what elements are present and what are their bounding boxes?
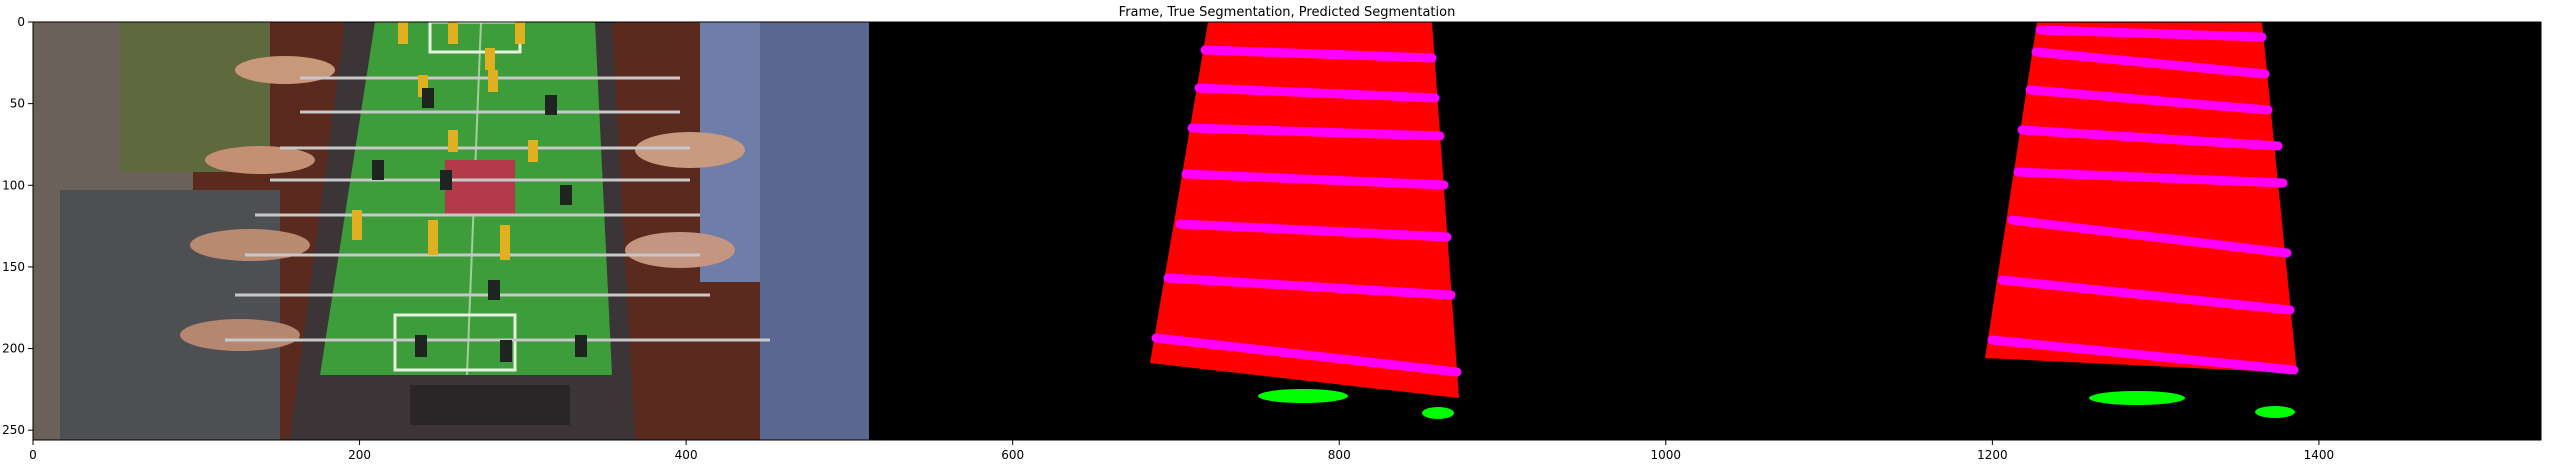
plot-area — [32, 21, 2542, 441]
frame-arm-left-3 — [190, 229, 310, 261]
true-seg-table-region — [1150, 22, 1459, 398]
frame-panel — [33, 22, 869, 440]
frame-table-goal-bottom — [393, 313, 517, 372]
x-tick-label: 1400 — [2304, 448, 2335, 462]
true-seg-rods — [1151, 45, 1462, 377]
y-tick-label: 150 — [2, 260, 25, 274]
x-tick-label: 1000 — [1651, 448, 1682, 462]
pred-seg-rods — [1987, 25, 2299, 375]
frame-arm-left-2 — [205, 146, 315, 174]
true-segmentation-panel — [869, 22, 1705, 440]
x-tick-label: 1200 — [1977, 448, 2008, 462]
frame-handles — [410, 385, 570, 425]
y-axis: 0 50 100 150 200 250 — [2, 15, 33, 437]
x-tick-label: 200 — [348, 448, 371, 462]
frame-players-yellow — [352, 22, 538, 260]
y-tick-label: 250 — [2, 423, 25, 437]
x-tick-label: 600 — [1001, 448, 1024, 462]
y-tick-label: 200 — [2, 342, 25, 356]
frame-table-center-logo — [445, 160, 515, 215]
frame-arm-right-2 — [625, 232, 735, 268]
x-tick-label: 800 — [1328, 448, 1351, 462]
axes-frame — [32, 21, 2542, 441]
frame-arm-left-4 — [180, 319, 300, 351]
x-axis: 0 200 400 600 800 1000 1200 1400 — [29, 440, 2334, 462]
frame-arm-left-1 — [235, 56, 335, 84]
frame-person-right-lower — [760, 22, 869, 440]
y-tick-label: 0 — [17, 15, 25, 29]
y-tick-label: 50 — [10, 97, 25, 111]
y-tick-label: 100 — [2, 178, 25, 192]
x-tick-label: 400 — [675, 448, 698, 462]
frame-person-left-lower — [60, 190, 280, 440]
frame-arm-right-1 — [635, 132, 745, 168]
x-tick-label: 0 — [29, 448, 37, 462]
predicted-segmentation-panel — [1705, 22, 2541, 440]
pred-seg-ball-class — [2089, 391, 2295, 418]
frame-rods — [225, 76, 770, 342]
true-seg-ball-class — [1258, 389, 1454, 419]
frame-players-black — [372, 88, 587, 362]
chart-title: Frame, True Segmentation, Predicted Segm… — [1119, 5, 1456, 20]
